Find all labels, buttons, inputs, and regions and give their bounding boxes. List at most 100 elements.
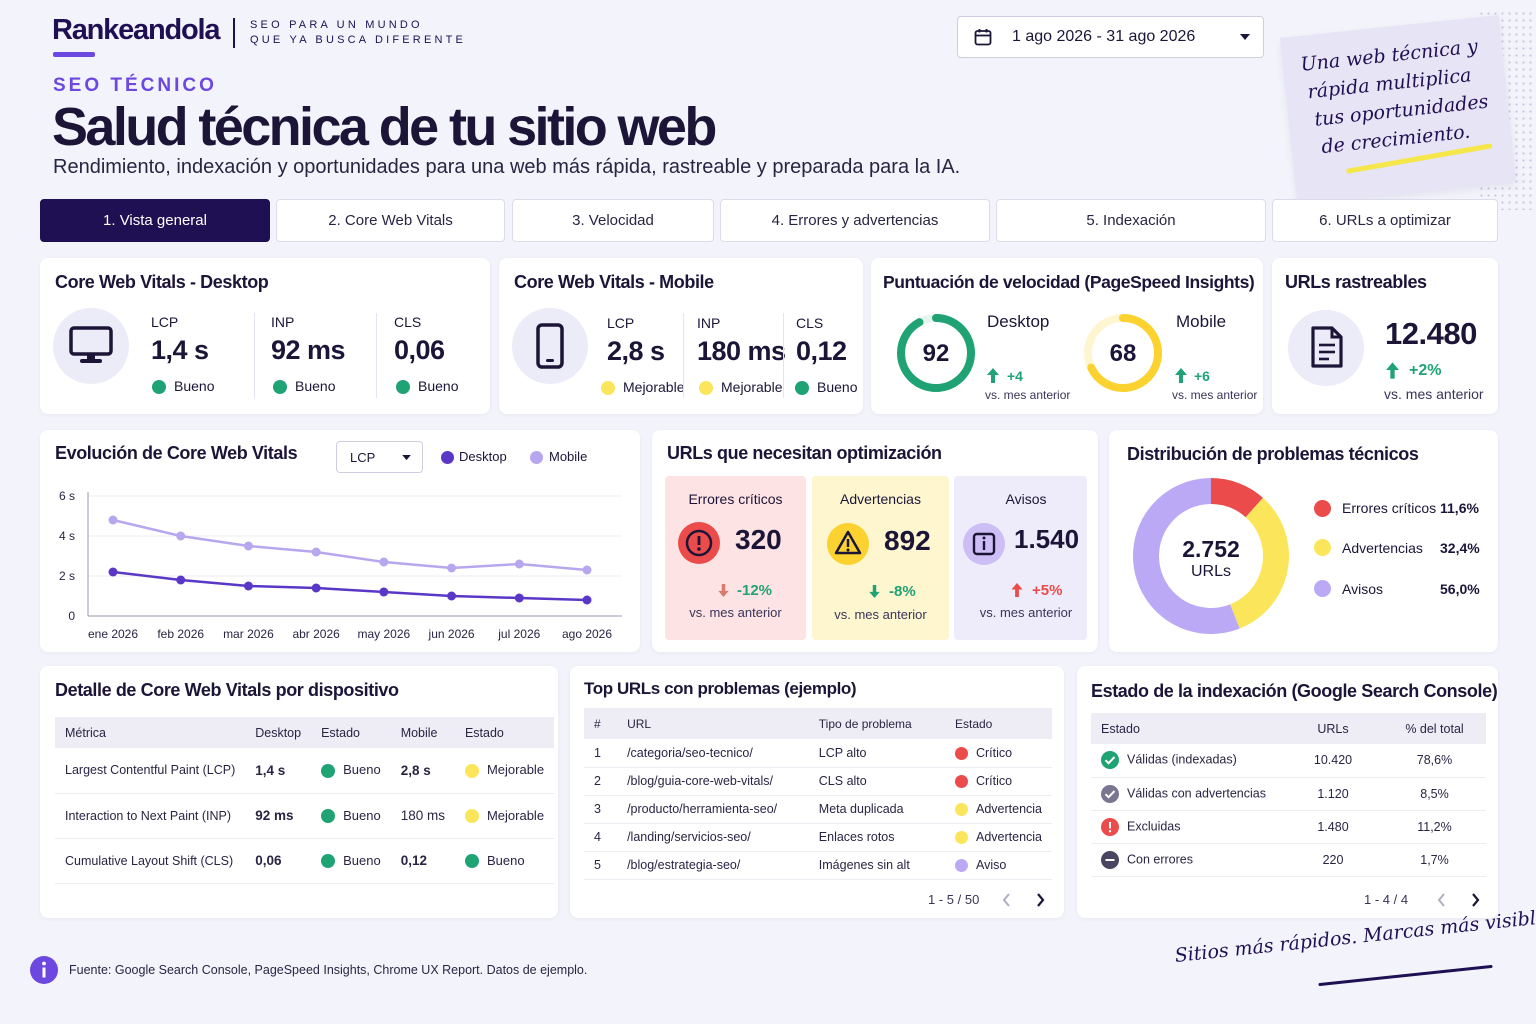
index-pct: 8,5% (1383, 777, 1486, 811)
status-dot-good (464, 854, 479, 869)
brand-tagline-2: QUE YA BUSCA DIFERENTE (250, 34, 467, 46)
arrow-up-icon (1011, 583, 1023, 597)
issues-donut-chart (1133, 478, 1289, 634)
row-issue-type: Enlaces rotos (808, 823, 945, 852)
crawlable-delta: +2% (1409, 362, 1442, 379)
card-crawlable-urls: URLs rastreables 12.480 +2% vs. mes ante… (1272, 258, 1498, 414)
metric-select-value: LCP (350, 450, 376, 465)
data-point-mobile (514, 559, 524, 569)
status-text: Bueno (343, 762, 381, 778)
row-url[interactable]: /landing/servicios-seo/ (617, 823, 809, 852)
table-row: Excluidas 1.480 11,2% (1091, 810, 1486, 844)
row-url[interactable]: /blog/guia-core-web-vitals/ (617, 767, 809, 796)
tab-indexacion[interactable]: 5. Indexación (996, 199, 1266, 242)
metric-name: Interaction to Next Paint (INP) (55, 793, 246, 839)
warnings-panel: Advertencias 892 -8% vs. mes anterior (812, 476, 949, 640)
table-row: 5/blog/estrategia-seo/Imágenes sin alt Av… (584, 851, 1052, 880)
tab-errores[interactable]: 4. Errores y advertencias (720, 199, 990, 242)
status-dot (954, 746, 968, 760)
document-icon (1311, 326, 1343, 368)
row-status: Crítico (944, 739, 1052, 768)
divider (783, 313, 784, 398)
table-row: Con errores 220 1,7% (1091, 843, 1486, 877)
row-issue-type: Meta duplicada (808, 795, 945, 824)
mobile-value: 0,12 (390, 838, 455, 884)
chevron-left-icon[interactable] (1437, 893, 1446, 907)
mobile-icon-circle (512, 308, 588, 384)
status-text: Bueno (343, 852, 381, 868)
donut-slice (1211, 478, 1263, 518)
status-dot (954, 831, 968, 845)
brand-logo: Rankeandola (52, 14, 221, 46)
date-range-picker[interactable]: 1 ago 2026 - 31 ago 2026 (957, 16, 1264, 58)
card-top-urls: Top URLs con problemas (ejemplo) # URL T… (570, 666, 1064, 918)
tab-velocidad[interactable]: 3. Velocidad (512, 199, 714, 242)
row-url[interactable]: /categoria/seo-tecnico/ (617, 739, 809, 768)
status-text: Bueno (295, 378, 336, 394)
cwv-desktop-cls-label: CLS (394, 314, 422, 330)
status-text: Válidas (indexadas) (1127, 752, 1237, 767)
legend-errors-dot (1314, 500, 1331, 517)
top-urls-pager: 1 - 5 / 50 (928, 892, 980, 907)
arrow-down-icon (718, 584, 729, 597)
status-dot-good (396, 380, 410, 395)
status-text: Mejorable (721, 379, 783, 395)
cwv-desktop-inp-status: Bueno (273, 378, 336, 395)
cwv-desktop-cls-status: Bueno (396, 378, 458, 395)
data-point-desktop (243, 581, 253, 591)
arrow-up-icon (1386, 362, 1399, 379)
date-range-value: 1 ago 2026 - 31 ago 2026 (1012, 28, 1196, 45)
row-url[interactable]: /producto/herramienta-seo/ (617, 795, 809, 824)
data-point-mobile (243, 541, 253, 551)
tab-urls-optimizar[interactable]: 6. URLs a optimizar (1272, 199, 1498, 242)
data-point-desktop (108, 567, 118, 577)
brand-tagline-1: SEO PARA UN MUNDO (250, 19, 423, 31)
legend-desktop-label: Desktop (459, 449, 507, 464)
table-row: 2/blog/guia-core-web-vitals/CLS alto Crít… (584, 767, 1052, 796)
row-url[interactable]: /blog/estrategia-seo/ (617, 851, 809, 880)
y-tick-label: 6 s (59, 489, 75, 503)
data-point-mobile (379, 557, 389, 567)
tab-core-web-vitals[interactable]: 2. Core Web Vitals (276, 199, 505, 242)
row-index: 2 (584, 767, 618, 796)
data-point-mobile (108, 515, 118, 525)
row-issue-type: Imágenes sin alt (808, 851, 945, 880)
index-status: Con errores (1091, 843, 1283, 877)
warnings-vs: vs. mes anterior (834, 607, 927, 622)
cwv-mobile-inp-status: Mejorable (699, 379, 783, 396)
col-header: Métrica (55, 717, 246, 748)
index-pct: 78,6% (1383, 744, 1486, 778)
x-tick-label: jun 2026 (428, 627, 475, 641)
card-urls-optimization: URLs que necesitan optimización Errores … (652, 430, 1098, 652)
cwv-detail-table: Métrica Desktop Estado Mobile Estado Lar… (55, 717, 555, 884)
errors-delta: -12% (737, 582, 773, 599)
cwv-desktop-inp-label: INP (271, 314, 295, 330)
data-point-mobile (582, 565, 592, 575)
legend-desktop-dot (441, 451, 454, 464)
logo-underline (53, 52, 95, 57)
col-header: URL (617, 708, 809, 739)
tab-vista-general[interactable]: 1. Vista general (40, 199, 270, 242)
status-text: Crítico (975, 773, 1013, 788)
metric-select[interactable]: LCP (336, 441, 423, 473)
row-issue-type: CLS alto (808, 767, 945, 796)
col-header: # (584, 708, 618, 739)
data-point-mobile (311, 547, 321, 557)
row-issue-type: LCP alto (808, 739, 945, 768)
cwv-mobile-inp-label: INP (697, 315, 721, 331)
cwv-desktop-inp-value: 92 ms (271, 335, 346, 365)
cwv-mobile-cls-label: CLS (796, 315, 824, 331)
notices-panel: Avisos 1.540 +5% vs. mes anterior (954, 476, 1087, 640)
col-header: Estado (944, 708, 1052, 739)
x-tick-label: may 2026 (358, 627, 411, 641)
info-circle-icon (30, 956, 58, 984)
chevron-right-icon[interactable] (1036, 893, 1045, 907)
index-urls: 220 (1283, 843, 1383, 877)
chevron-right-icon[interactable] (1471, 893, 1480, 907)
index-urls: 10.420 (1283, 744, 1383, 778)
x-tick-label: ago 2026 (562, 627, 612, 641)
errors-vs: vs. mes anterior (689, 605, 782, 620)
status-text: Bueno (343, 807, 381, 823)
chevron-left-icon[interactable] (1002, 893, 1011, 907)
crawlable-vs: vs. mes anterior (1384, 386, 1484, 402)
